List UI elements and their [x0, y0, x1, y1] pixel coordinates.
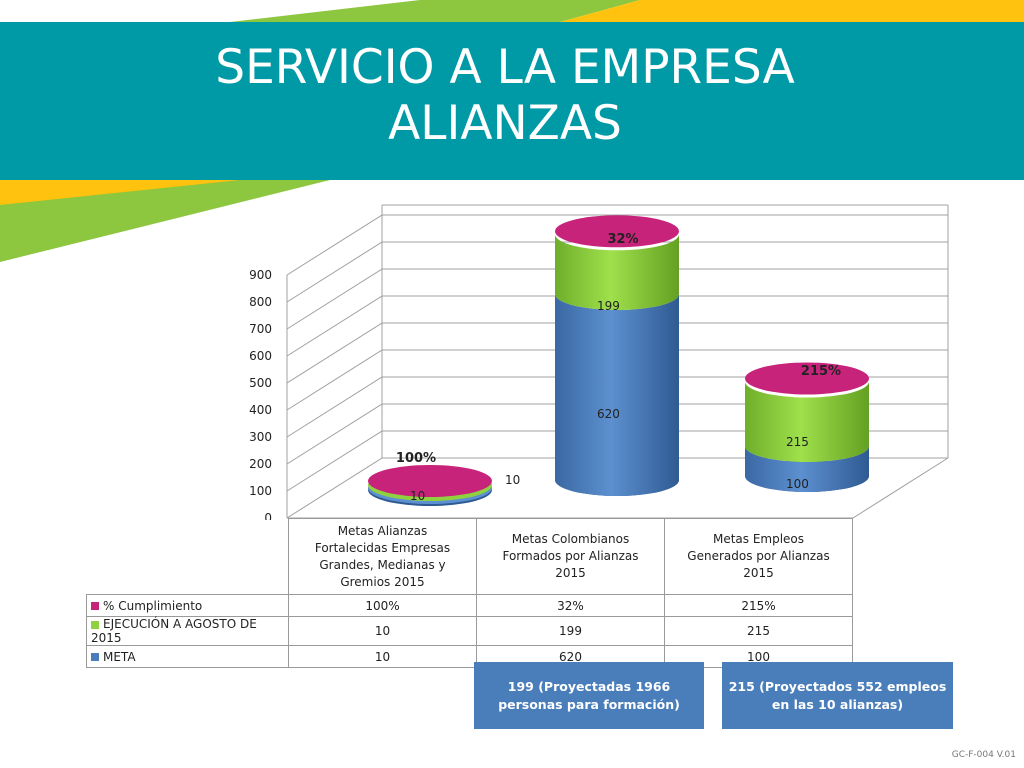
y-tick-label: 300 — [249, 430, 272, 444]
y-tick-label: 100 — [249, 484, 272, 498]
data-label-ejecucion: 199 — [597, 299, 620, 313]
title-band — [0, 22, 1024, 180]
gridline-diagonal — [286, 403, 383, 465]
data-label-meta: 100 — [786, 477, 809, 491]
legend-cumplimiento: % Cumplimiento — [86, 594, 289, 617]
gridline-diagonal — [286, 349, 383, 411]
legend-label-meta: META — [103, 649, 136, 664]
table-corner — [87, 519, 289, 595]
legend-key-meta — [91, 653, 99, 661]
category-header-2: Metas Colombianos Formados por Alianzas 20… — [476, 518, 665, 595]
y-tick-label: 700 — [249, 322, 272, 336]
table-cell: 32% — [476, 594, 665, 617]
table-cell: 215 — [664, 616, 853, 646]
slide-title: SERVICIO A LA EMPRESA ALIANZAS — [0, 40, 1010, 152]
gridline-diagonal — [286, 457, 383, 519]
y-tick-label: 500 — [249, 376, 272, 390]
cylinder-ejecucion-segment — [555, 234, 679, 310]
category-header-line: Generados por Alianzas — [687, 549, 830, 563]
category-header-line: Metas Alianzas — [337, 523, 428, 538]
legend-key-cumplimiento — [91, 602, 99, 610]
gridline-diagonal — [286, 241, 383, 303]
stacked-cylinder-chart: 0 100 200 300 400 500 600 700 800 900 10 10 100% 620 1… — [249, 204, 949, 520]
data-label-cumplimiento: 100% — [396, 451, 436, 466]
legend-meta: META — [86, 645, 289, 668]
legend-label-ejecucion: EJECUCIÓN A AGOSTO DE 2015 — [91, 617, 257, 645]
cylinder-meta-segment — [745, 446, 869, 492]
y-tick-label: 0 — [264, 511, 272, 520]
decorative-stripes — [0, 0, 1024, 262]
category-header-line: Gremios 2015 — [340, 574, 425, 589]
legend-label-cumplimiento: % Cumplimiento — [103, 598, 203, 613]
chart-data-table: Metas Alianzas Fortalecidas Empresas Grand… — [86, 518, 853, 668]
y-tick-label: 400 — [249, 403, 272, 417]
cylinder-ejecucion-segment — [745, 381, 869, 462]
green-stripe-bottom — [0, 180, 330, 262]
table-cell: 10 — [288, 616, 477, 646]
y-tick-label: 200 — [249, 457, 272, 471]
data-label-cumplimiento: 215% — [801, 364, 841, 379]
cylinder-meta-segment — [555, 294, 679, 496]
table-cell: 215% — [664, 594, 853, 617]
gridline-diagonal — [286, 430, 383, 492]
y-tick-label: 800 — [249, 295, 272, 309]
title-line-2: ALIANZAS — [388, 96, 622, 151]
legend-ejecucion: EJECUCIÓN A AGOSTO DE 2015 — [86, 616, 289, 646]
cylinder-cumplimiento-top — [555, 215, 679, 248]
category-header-line: Grandes, Medianas y — [319, 557, 446, 572]
data-label-meta: 10 — [410, 489, 425, 503]
note-formacion: 199 (Proyectadas 1966 personas para form… — [474, 662, 704, 729]
table-row-cumplimiento: % Cumplimiento 100% 32% 215% — [86, 594, 853, 617]
table-cell: 10 — [288, 645, 477, 668]
green-stripe-top — [230, 0, 640, 22]
note-empleos: 215 (Proyectados 552 empleos en las 10 a… — [722, 662, 953, 729]
table-cell: 199 — [476, 616, 665, 646]
category-header-line: Fortalecidas Empresas — [314, 540, 451, 555]
table-row-ejecucion: EJECUCIÓN A AGOSTO DE 2015 10 199 215 — [86, 616, 853, 646]
footer-code: GC-F-004 V.01 — [951, 750, 1016, 760]
gridline-diagonal — [286, 214, 383, 276]
data-label-meta: 620 — [597, 407, 620, 421]
y-tick-label: 600 — [249, 349, 272, 363]
category-header-line: Metas Empleos — [712, 532, 805, 546]
category-header-1: Metas Alianzas Fortalecidas Empresas Grand… — [288, 518, 477, 595]
table-cell: 100% — [288, 594, 477, 617]
legend-key-ejecucion — [91, 620, 99, 629]
title-line-1: SERVICIO A LA EMPRESA — [215, 40, 795, 95]
y-tick-label: 900 — [249, 268, 272, 282]
cylinder-cumplimiento-top — [368, 465, 492, 497]
category-header-line: 2015 — [743, 566, 774, 580]
data-label-ejecucion: 10 — [505, 473, 520, 487]
gridline-diagonal — [286, 295, 383, 357]
cylinder-cumplimiento-top — [745, 362, 869, 395]
category-header-line: 2015 — [555, 566, 586, 580]
category-header-line: Metas Colombianos — [511, 532, 630, 546]
category-header-line: Formados por Alianzas — [502, 549, 639, 563]
category-header-3: Metas Empleos Generados por Alianzas 2015 — [664, 518, 853, 595]
data-label-ejecucion: 215 — [786, 435, 809, 449]
gridline-diagonal — [286, 376, 383, 438]
yellow-stripe-top — [560, 0, 1024, 22]
gridline-diagonal — [286, 268, 383, 330]
gridline-diagonal — [286, 322, 383, 384]
data-label-cumplimiento: 32% — [607, 232, 638, 247]
